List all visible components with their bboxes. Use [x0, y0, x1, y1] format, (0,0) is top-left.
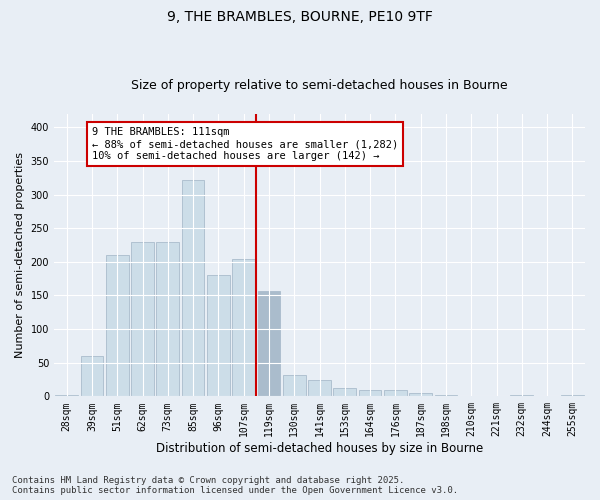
Bar — [384, 390, 407, 396]
Title: Size of property relative to semi-detached houses in Bourne: Size of property relative to semi-detach… — [131, 79, 508, 92]
Bar — [283, 375, 305, 396]
Bar — [55, 395, 78, 396]
Text: 9, THE BRAMBLES, BOURNE, PE10 9TF: 9, THE BRAMBLES, BOURNE, PE10 9TF — [167, 10, 433, 24]
X-axis label: Distribution of semi-detached houses by size in Bourne: Distribution of semi-detached houses by … — [156, 442, 483, 455]
Bar — [561, 395, 584, 396]
Y-axis label: Number of semi-detached properties: Number of semi-detached properties — [15, 152, 25, 358]
Bar — [308, 380, 331, 396]
Bar — [182, 180, 205, 396]
Bar — [434, 395, 457, 396]
Bar — [334, 388, 356, 396]
Bar — [232, 258, 255, 396]
Bar — [511, 395, 533, 396]
Bar — [257, 291, 280, 397]
Bar — [80, 356, 103, 397]
Bar — [157, 242, 179, 396]
Text: Contains HM Land Registry data © Crown copyright and database right 2025.
Contai: Contains HM Land Registry data © Crown c… — [12, 476, 458, 495]
Text: 9 THE BRAMBLES: 111sqm
← 88% of semi-detached houses are smaller (1,282)
10% of : 9 THE BRAMBLES: 111sqm ← 88% of semi-det… — [92, 128, 398, 160]
Bar — [106, 255, 128, 396]
Bar — [207, 276, 230, 396]
Bar — [131, 242, 154, 396]
Bar — [409, 393, 432, 396]
Bar — [359, 390, 382, 396]
